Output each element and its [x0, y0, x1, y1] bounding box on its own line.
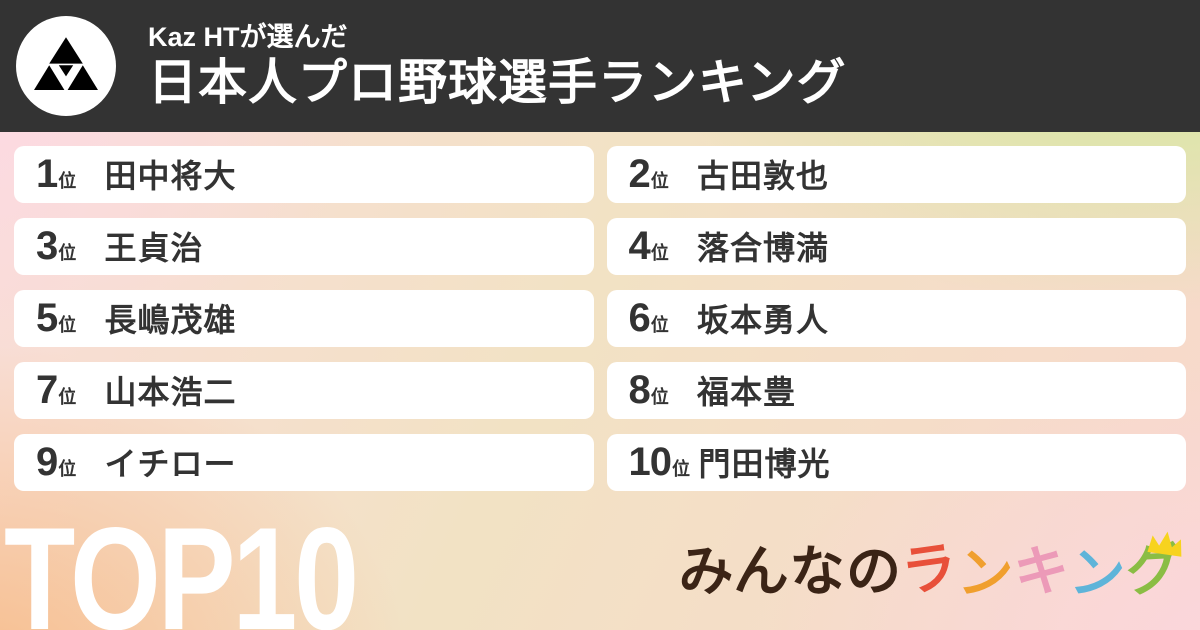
ranking-item[interactable]: 6位 坂本勇人: [606, 290, 1186, 347]
rank-number: 5: [36, 296, 58, 340]
ranking-grid: 1位 田中将大 2位 古田敦也 3位 王貞治 4位 落合博満 5位 長嶋茂雄: [14, 146, 1186, 491]
triangles-avatar-icon: [34, 37, 98, 90]
rank-number: 6: [628, 296, 651, 340]
rank-suffix: 位: [650, 171, 669, 191]
user-avatar: [16, 16, 116, 116]
player-name: 王貞治: [104, 230, 204, 266]
brand-letter: ン: [1067, 540, 1129, 608]
rank-number: 9: [36, 440, 58, 484]
brand-logo[interactable]: みんなのランキング: [676, 531, 1184, 607]
rank-suffix: 位: [58, 171, 77, 191]
rank-number: 4: [628, 224, 651, 268]
ranking-item[interactable]: 8位 福本豊: [606, 362, 1186, 419]
brand-letter: ラ: [897, 534, 962, 604]
brand-letter: の: [844, 538, 904, 604]
brand-letter: ン: [955, 541, 1016, 607]
rank-badge: 7位: [36, 362, 96, 419]
rank-number: 1: [36, 152, 58, 196]
rank-badge: 6位: [629, 290, 689, 347]
rank-number: 10: [628, 440, 672, 484]
ranking-item[interactable]: 2位 古田敦也: [606, 146, 1186, 203]
ranking-item[interactable]: 7位 山本浩二: [14, 362, 594, 419]
header-text: Kaz HTが選んだ 日本人プロ野球選手ランキング: [148, 22, 847, 111]
brand-letter: な: [788, 538, 848, 604]
player-name: 福本豊: [696, 374, 796, 410]
player-name: 山本浩二: [104, 374, 237, 410]
rank-suffix: 位: [672, 459, 690, 479]
player-name: 坂本勇人: [696, 302, 829, 338]
rank-badge: 5位: [36, 290, 96, 347]
rank-suffix: 位: [58, 315, 77, 335]
brand-letter: キ: [1010, 537, 1074, 605]
rank-suffix: 位: [650, 243, 669, 263]
rank-badge: 9位: [36, 434, 96, 491]
rank-badge: 3位: [36, 218, 96, 275]
ranking-item[interactable]: 10位 門田博光: [606, 434, 1186, 491]
player-name: 落合博満: [696, 230, 829, 266]
player-name: 古田敦也: [696, 158, 829, 194]
ranking-item[interactable]: 4位 落合博満: [606, 218, 1186, 275]
rank-number: 8: [628, 368, 651, 412]
rank-suffix: 位: [58, 387, 77, 407]
ranking-title: 日本人プロ野球選手ランキング: [148, 55, 847, 110]
player-name: 田中将大: [104, 158, 237, 194]
top10-label: TOP10: [4, 497, 359, 630]
ranking-author-subtitle: Kaz HTが選んだ: [148, 21, 348, 52]
brand-logo-text: みんなのランキング: [675, 534, 1184, 608]
rank-badge: 10位: [629, 434, 691, 491]
ranking-item[interactable]: 3位 王貞治: [14, 218, 594, 275]
player-name: 門田博光: [698, 446, 831, 482]
ranking-item[interactable]: 9位 イチロー: [14, 434, 594, 491]
rank-suffix: 位: [650, 315, 669, 335]
player-name: 長嶋茂雄: [104, 302, 237, 338]
rank-suffix: 位: [650, 387, 669, 407]
ranking-item[interactable]: 1位 田中将大: [14, 146, 594, 203]
rank-number: 3: [36, 224, 58, 268]
ranking-item[interactable]: 5位 長嶋茂雄: [14, 290, 594, 347]
brand-letter: ん: [732, 538, 792, 604]
rank-badge: 4位: [629, 218, 689, 275]
rank-number: 2: [628, 152, 651, 196]
rank-number: 7: [36, 368, 58, 412]
player-name: イチロー: [104, 446, 237, 482]
rank-badge: 2位: [629, 146, 689, 203]
crown-icon: [1147, 531, 1182, 557]
header: Kaz HTが選んだ 日本人プロ野球選手ランキング: [0, 0, 1200, 132]
rank-suffix: 位: [58, 243, 77, 263]
rank-badge: 8位: [629, 362, 689, 419]
rank-suffix: 位: [58, 459, 77, 479]
rank-badge: 1位: [36, 146, 96, 203]
brand-letter: み: [675, 538, 736, 604]
